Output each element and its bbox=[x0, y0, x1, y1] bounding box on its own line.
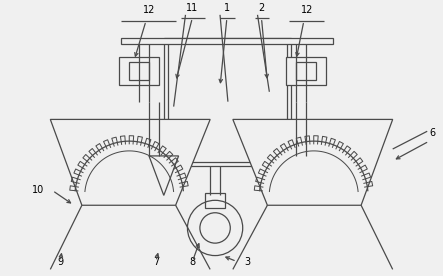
Bar bbox=[298, 173, 314, 182]
Text: 8: 8 bbox=[189, 258, 195, 267]
Bar bbox=[286, 57, 326, 85]
Polygon shape bbox=[233, 120, 392, 205]
Bar bbox=[294, 156, 320, 176]
Bar bbox=[168, 41, 287, 162]
Text: 9: 9 bbox=[57, 258, 63, 267]
Bar bbox=[205, 193, 225, 208]
Text: 10: 10 bbox=[32, 185, 44, 195]
Text: 2: 2 bbox=[258, 3, 264, 13]
Bar bbox=[164, 38, 291, 166]
Text: 3: 3 bbox=[245, 258, 251, 267]
Text: 11: 11 bbox=[186, 3, 198, 13]
Text: 6: 6 bbox=[429, 128, 435, 138]
Polygon shape bbox=[51, 120, 210, 205]
Bar bbox=[129, 62, 149, 80]
Text: 12: 12 bbox=[143, 5, 155, 15]
Bar bbox=[119, 57, 159, 85]
Bar bbox=[141, 156, 167, 176]
Text: 1: 1 bbox=[224, 3, 230, 13]
Text: 12: 12 bbox=[301, 5, 313, 15]
Text: 7: 7 bbox=[153, 258, 159, 267]
Bar bbox=[149, 173, 165, 182]
Bar bbox=[121, 38, 334, 44]
Bar bbox=[296, 62, 316, 80]
